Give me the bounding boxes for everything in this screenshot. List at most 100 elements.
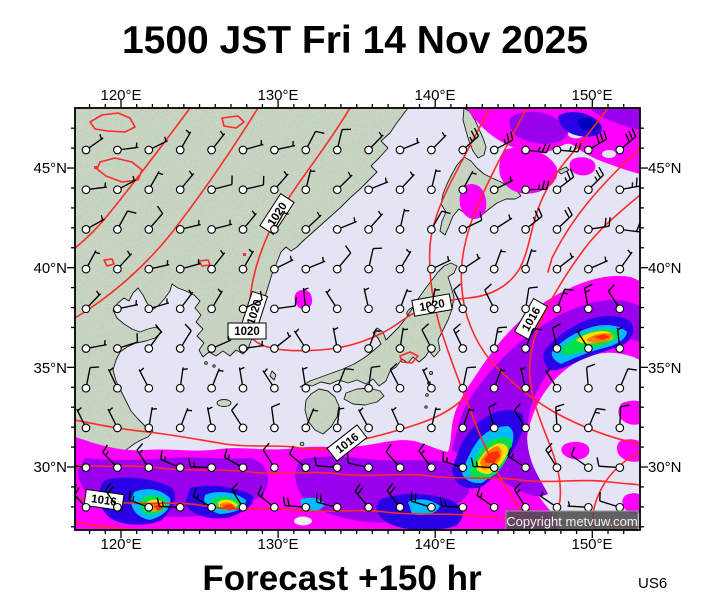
wind-barb — [238, 290, 263, 314]
wind-barb — [144, 260, 170, 274]
wind-barb — [615, 128, 637, 155]
wind-barb — [175, 129, 192, 155]
wind-barb — [262, 442, 279, 472]
wind-barb — [521, 286, 538, 314]
wind-barb — [357, 407, 373, 433]
wind-barb — [262, 368, 279, 393]
wind-barb — [136, 443, 154, 472]
wind-barb — [519, 366, 530, 393]
wind-barb — [458, 170, 477, 195]
wind-barb — [442, 451, 468, 472]
wind-barb — [81, 339, 107, 353]
wind-barb — [270, 210, 289, 234]
forecast-hour-label: Forecast +150 hr — [202, 559, 482, 598]
wind-barb — [113, 175, 137, 195]
wind-barb — [615, 177, 640, 195]
wind-barb — [584, 166, 604, 195]
wind-barb — [418, 443, 436, 472]
wind-barb — [175, 323, 192, 353]
wind-barb — [81, 215, 105, 234]
wind-barb — [488, 402, 499, 433]
axis-label: 35°N — [648, 360, 682, 377]
wind-barb — [81, 182, 107, 195]
wind-barb — [75, 463, 91, 472]
axis-label: 30°N — [648, 459, 682, 476]
wind-barb — [76, 407, 91, 433]
isobar-label-layer: 1020 1020 1020 1020 1016 1016 — [83, 193, 549, 512]
wind-barb — [599, 491, 625, 512]
wind-barb — [301, 287, 311, 314]
axis-label: 30°N — [33, 459, 67, 476]
wind-barb — [521, 143, 551, 155]
map-frame — [74, 107, 641, 531]
svg-text:1020: 1020 — [234, 326, 260, 338]
wind-barb — [347, 453, 373, 472]
wind-barb — [596, 457, 625, 472]
wind-barb — [223, 448, 248, 472]
wind-barb — [552, 206, 573, 234]
wind-barb — [332, 171, 353, 195]
wind-barb — [489, 249, 506, 274]
wind-barb — [364, 131, 384, 155]
wind-barb — [175, 170, 195, 195]
wind-barb — [104, 482, 122, 512]
wind-barb — [175, 220, 201, 234]
wind-barb — [389, 363, 405, 393]
wind-barb — [270, 170, 289, 195]
wind-barb — [81, 250, 101, 274]
wind-barb — [364, 328, 381, 353]
wind-barb — [427, 210, 451, 234]
wind-barb — [270, 331, 292, 353]
wind-barb — [584, 256, 608, 274]
wind-barb — [552, 288, 574, 314]
model-run-label: US6 — [638, 575, 667, 592]
axis-labels-right: 45°N 40°N 35°N 30°N — [648, 160, 682, 476]
wind-barb — [128, 490, 154, 512]
wind-barb — [207, 249, 226, 274]
wind-barb — [570, 446, 593, 472]
wind-barb — [458, 366, 477, 393]
wind-barb — [458, 407, 475, 433]
wind-barb — [552, 403, 565, 433]
wind-barb — [364, 365, 381, 393]
wind-barb — [160, 450, 185, 472]
wind-barb — [521, 180, 550, 195]
axis-label: 130°E — [257, 536, 298, 553]
wind-barb — [489, 326, 507, 353]
wind-barb — [421, 323, 436, 353]
wind-barb — [81, 366, 100, 393]
wind-barb — [332, 245, 352, 274]
wind-barb — [113, 300, 139, 314]
axis-label: 40°N — [648, 260, 682, 277]
wind-barb — [545, 442, 562, 472]
axis-label: 45°N — [648, 160, 682, 177]
wind-barb — [513, 403, 530, 433]
wind-barb — [364, 210, 384, 234]
wind-barb — [175, 259, 201, 274]
wind-barb-layer — [75, 127, 640, 512]
wind-barb — [439, 497, 468, 512]
wind-barb — [282, 496, 311, 512]
wind-barb — [427, 255, 451, 274]
wind-barb — [583, 283, 593, 314]
wind-barb — [615, 368, 637, 393]
wind-barb — [395, 171, 415, 195]
wind-barb — [301, 366, 311, 393]
wind-barb — [238, 340, 264, 353]
wind-barb — [81, 290, 102, 314]
axis-label: 40°N — [33, 260, 67, 277]
wind-barb — [615, 222, 640, 234]
axis-labels-bottom: 120°E 130°E 140°E 150°E — [100, 536, 612, 553]
wind-barb — [270, 140, 296, 155]
wind-barb — [484, 283, 499, 314]
wind-barb — [458, 253, 481, 274]
wind-barb — [238, 366, 248, 393]
wind-barb — [551, 323, 562, 353]
axis-labels-left: 45°N 40°N 35°N 30°N — [33, 160, 67, 476]
wind-barb — [427, 288, 440, 314]
axis-label: 140°E — [414, 536, 455, 553]
wind-barb — [113, 333, 139, 353]
wind-barb — [107, 407, 122, 433]
wind-barb — [192, 487, 216, 512]
wind-barb — [507, 447, 530, 472]
